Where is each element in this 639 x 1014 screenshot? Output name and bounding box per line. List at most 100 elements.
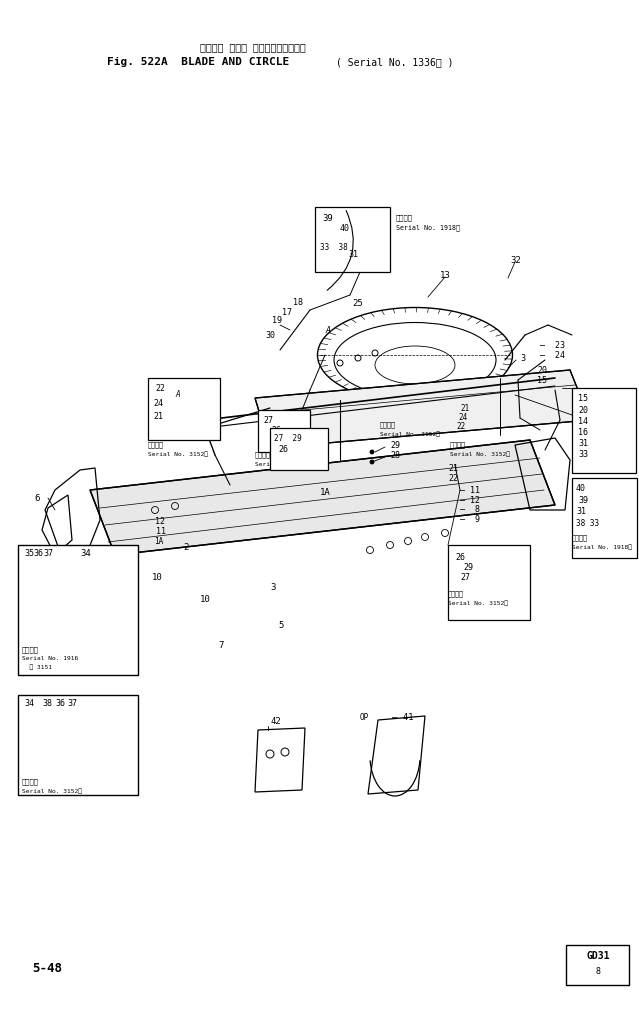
Bar bbox=[315, 207, 390, 272]
Text: 26: 26 bbox=[455, 553, 465, 562]
Text: 28: 28 bbox=[390, 450, 400, 459]
Text: 14: 14 bbox=[578, 417, 588, 426]
Text: 3: 3 bbox=[520, 354, 525, 362]
Text: 適用号機: 適用号機 bbox=[22, 779, 39, 785]
Text: 13: 13 bbox=[440, 271, 450, 280]
Bar bbox=[258, 410, 310, 452]
Text: 適用号機: 適用号機 bbox=[255, 451, 271, 458]
Text: 39: 39 bbox=[322, 214, 333, 222]
Text: 適用号機: 適用号機 bbox=[448, 591, 464, 597]
Text: 40: 40 bbox=[340, 223, 350, 232]
Text: 31: 31 bbox=[578, 438, 588, 447]
Text: 37: 37 bbox=[43, 549, 53, 558]
Text: 7: 7 bbox=[218, 641, 224, 650]
Text: 24: 24 bbox=[458, 413, 467, 422]
Bar bbox=[270, 428, 328, 470]
Text: Serial No. 1918～: Serial No. 1918～ bbox=[572, 545, 632, 550]
Text: 31: 31 bbox=[576, 507, 586, 515]
Text: Serial No. 3152～: Serial No. 3152～ bbox=[255, 461, 315, 466]
Text: Serial No. 3152～: Serial No. 3152～ bbox=[148, 451, 208, 456]
Text: ブレード および サークル（適用号機: ブレード および サークル（適用号機 bbox=[200, 42, 305, 52]
Text: ( Serial No. 1336～ ): ( Serial No. 1336～ ) bbox=[336, 57, 454, 67]
Text: 22: 22 bbox=[155, 383, 165, 392]
Bar bbox=[572, 478, 637, 558]
Text: 32: 32 bbox=[510, 256, 521, 265]
Text: 25: 25 bbox=[352, 298, 363, 307]
Text: 2: 2 bbox=[183, 544, 189, 553]
Text: A: A bbox=[175, 389, 180, 399]
Text: 39: 39 bbox=[578, 496, 588, 505]
Text: 29: 29 bbox=[463, 564, 473, 573]
Text: 適用号機: 適用号機 bbox=[572, 534, 588, 541]
Text: 27: 27 bbox=[263, 416, 273, 425]
Text: ―  9: ― 9 bbox=[460, 515, 480, 524]
Text: 31: 31 bbox=[348, 249, 358, 259]
Text: 適用号機: 適用号機 bbox=[396, 215, 413, 221]
Text: Serial No. 3152～: Serial No. 3152～ bbox=[22, 788, 82, 794]
Text: 34: 34 bbox=[24, 699, 34, 708]
Text: 21: 21 bbox=[153, 412, 163, 421]
Bar bbox=[572, 388, 636, 473]
Text: ― 12: ― 12 bbox=[460, 496, 480, 505]
Text: 36: 36 bbox=[55, 699, 65, 708]
Text: ―  24: ― 24 bbox=[540, 351, 565, 360]
Text: 20: 20 bbox=[578, 406, 588, 415]
Text: 5: 5 bbox=[278, 621, 283, 630]
Polygon shape bbox=[90, 440, 555, 555]
Text: ―  23: ― 23 bbox=[540, 341, 565, 350]
Circle shape bbox=[370, 450, 374, 454]
Bar bbox=[18, 695, 138, 795]
Text: Serial No. 3152～: Serial No. 3152～ bbox=[448, 600, 508, 605]
Polygon shape bbox=[255, 370, 590, 448]
Text: 26: 26 bbox=[271, 426, 281, 435]
Text: 3: 3 bbox=[270, 583, 275, 592]
Text: Fig. 522A  BLADE AND CIRCLE: Fig. 522A BLADE AND CIRCLE bbox=[107, 57, 289, 67]
Text: 29: 29 bbox=[390, 440, 400, 449]
Text: Serial No. 3152～: Serial No. 3152～ bbox=[380, 431, 440, 437]
Text: ―  8: ― 8 bbox=[460, 506, 480, 514]
Text: 38: 38 bbox=[42, 699, 52, 708]
Text: 19: 19 bbox=[272, 315, 282, 324]
Text: 12: 12 bbox=[155, 517, 165, 526]
Text: 34: 34 bbox=[80, 549, 91, 558]
Text: 15: 15 bbox=[578, 393, 588, 403]
Text: 38 33: 38 33 bbox=[576, 518, 599, 527]
Text: 8: 8 bbox=[596, 967, 601, 976]
Text: 16: 16 bbox=[578, 428, 588, 436]
Text: 10: 10 bbox=[152, 574, 163, 582]
Text: 適用号機: 適用号機 bbox=[148, 442, 164, 448]
Text: 21: 21 bbox=[460, 404, 469, 413]
Text: 20: 20 bbox=[537, 365, 547, 374]
Text: 30: 30 bbox=[265, 331, 275, 340]
Text: 適用号機: 適用号機 bbox=[450, 442, 466, 448]
Text: 10: 10 bbox=[200, 595, 211, 604]
Text: Serial No. 1916: Serial No. 1916 bbox=[22, 656, 78, 661]
Text: 37: 37 bbox=[67, 699, 77, 708]
Text: 6: 6 bbox=[34, 494, 40, 503]
Text: 35: 35 bbox=[24, 549, 34, 558]
Text: A: A bbox=[325, 325, 330, 335]
Text: 33  38: 33 38 bbox=[320, 242, 348, 251]
Circle shape bbox=[370, 460, 374, 464]
Text: 26: 26 bbox=[278, 444, 288, 453]
Text: 27: 27 bbox=[460, 574, 470, 582]
Text: OP: OP bbox=[360, 714, 369, 723]
Text: 1A: 1A bbox=[320, 488, 331, 497]
Text: Serial No. 1918～: Serial No. 1918～ bbox=[396, 225, 460, 231]
Text: 15: 15 bbox=[537, 375, 547, 384]
Text: 27  29: 27 29 bbox=[274, 434, 302, 442]
Text: 40: 40 bbox=[576, 484, 586, 493]
Text: 22: 22 bbox=[456, 422, 465, 431]
Text: GD31: GD31 bbox=[586, 951, 610, 961]
Text: 33: 33 bbox=[578, 449, 588, 458]
Text: 11: 11 bbox=[156, 526, 166, 535]
Text: 4: 4 bbox=[208, 424, 213, 433]
Text: 1: 1 bbox=[210, 409, 215, 418]
Text: ― 11: ― 11 bbox=[460, 486, 480, 495]
Bar bbox=[18, 545, 138, 675]
Bar bbox=[566, 945, 629, 985]
Text: 適用号機: 適用号機 bbox=[380, 422, 396, 428]
Text: 18: 18 bbox=[293, 297, 303, 306]
Bar bbox=[148, 378, 220, 440]
Bar bbox=[448, 545, 530, 620]
